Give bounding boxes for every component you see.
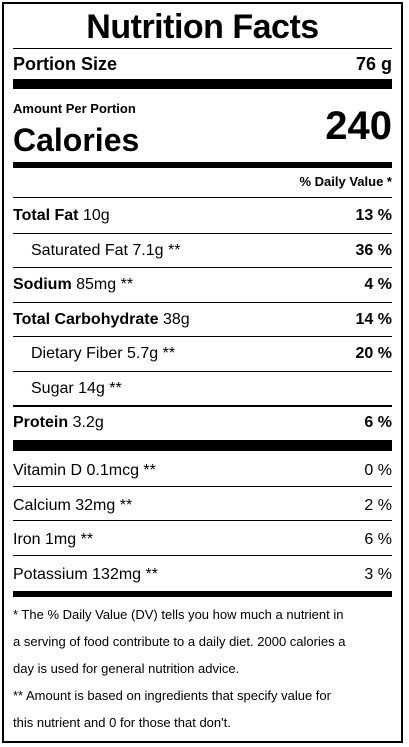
thick-divider <box>13 79 392 89</box>
nutrient-amount: 10g <box>82 207 110 224</box>
nutrient-amount: 85mg ** <box>76 276 134 293</box>
thick-divider <box>13 440 392 451</box>
divider <box>13 370 392 372</box>
portion-size-label: Portion Size <box>13 54 118 74</box>
footnote-line: ** Amount is based on ingredients that s… <box>13 688 331 703</box>
divider <box>13 554 392 556</box>
medium-divider <box>13 591 392 597</box>
divider <box>13 232 392 234</box>
label-title: Nutrition Facts <box>86 8 319 46</box>
medium-divider <box>13 162 392 168</box>
calories-label: Calories <box>13 122 140 158</box>
nutrient-daily-value: 14 % <box>355 310 392 328</box>
vitamin-daily-value: 0 % <box>364 462 392 479</box>
footnote-line: this nutrient and 0 for those that don't… <box>13 715 231 730</box>
vitamin-amount: 32mg ** <box>75 496 133 514</box>
vitamin-name: Vitamin D <box>13 462 83 479</box>
vitamin-daily-value: 6 % <box>364 531 392 548</box>
vitamin-name: Iron <box>13 531 41 548</box>
divider <box>13 520 392 521</box>
nutrient-daily-value: 6 % <box>364 414 392 431</box>
daily-value-header: % Daily Value * <box>299 174 393 189</box>
footnote-line: a serving of food contribute to a daily … <box>13 634 346 649</box>
calories-value: 240 <box>325 104 392 148</box>
nutrient-daily-value: 13 % <box>355 207 392 224</box>
divider <box>13 405 392 407</box>
vitamin-name: Potassium <box>13 565 88 583</box>
nutrient-name: Sugar <box>31 379 74 397</box>
vitamin-name: Calcium <box>13 496 71 514</box>
nutrition-label: Nutrition Facts Portion Size 76 g Amount… <box>2 2 403 743</box>
vitamin-amount: 0.1mcg ** <box>86 462 156 479</box>
nutrient-amount: 5.7g ** <box>127 345 176 362</box>
vitamin-amount: 1mg ** <box>45 531 94 548</box>
amount-per-portion: Amount Per Portion <box>13 101 136 116</box>
portion-size-value: 76 g <box>355 54 392 74</box>
nutrient-amount: 7.1g ** <box>132 241 181 259</box>
nutrient-daily-value: 36 % <box>355 241 392 259</box>
nutrient-name: Protein <box>13 414 69 431</box>
divider <box>13 485 392 487</box>
nutrient-daily-value: 20 % <box>355 345 392 362</box>
nutrient-daily-value: 4 % <box>364 276 392 293</box>
divider <box>13 267 392 268</box>
nutrient-name: Dietary Fiber <box>31 345 123 362</box>
divider <box>13 301 392 303</box>
divider <box>13 48 392 49</box>
nutrient-name: Total Fat <box>13 207 79 224</box>
divider <box>13 336 392 337</box>
nutrient-amount: 38g <box>162 310 190 328</box>
vitamin-daily-value: 2 % <box>364 496 392 514</box>
nutrient-amount: 3.2g <box>72 414 104 431</box>
footnote-line: day is used for general nutrition advice… <box>13 661 240 676</box>
vitamin-daily-value: 3 % <box>364 565 392 583</box>
nutrient-name: Saturated Fat <box>31 241 128 259</box>
nutrient-name: Sodium <box>13 276 72 293</box>
nutrient-name: Total Carbohydrate <box>13 310 159 328</box>
footnote-line: * The % Daily Value (DV) tells you how m… <box>13 607 344 622</box>
nutrient-amount: 14g ** <box>78 379 122 397</box>
divider <box>13 197 392 198</box>
vitamin-amount: 132mg ** <box>92 565 158 583</box>
